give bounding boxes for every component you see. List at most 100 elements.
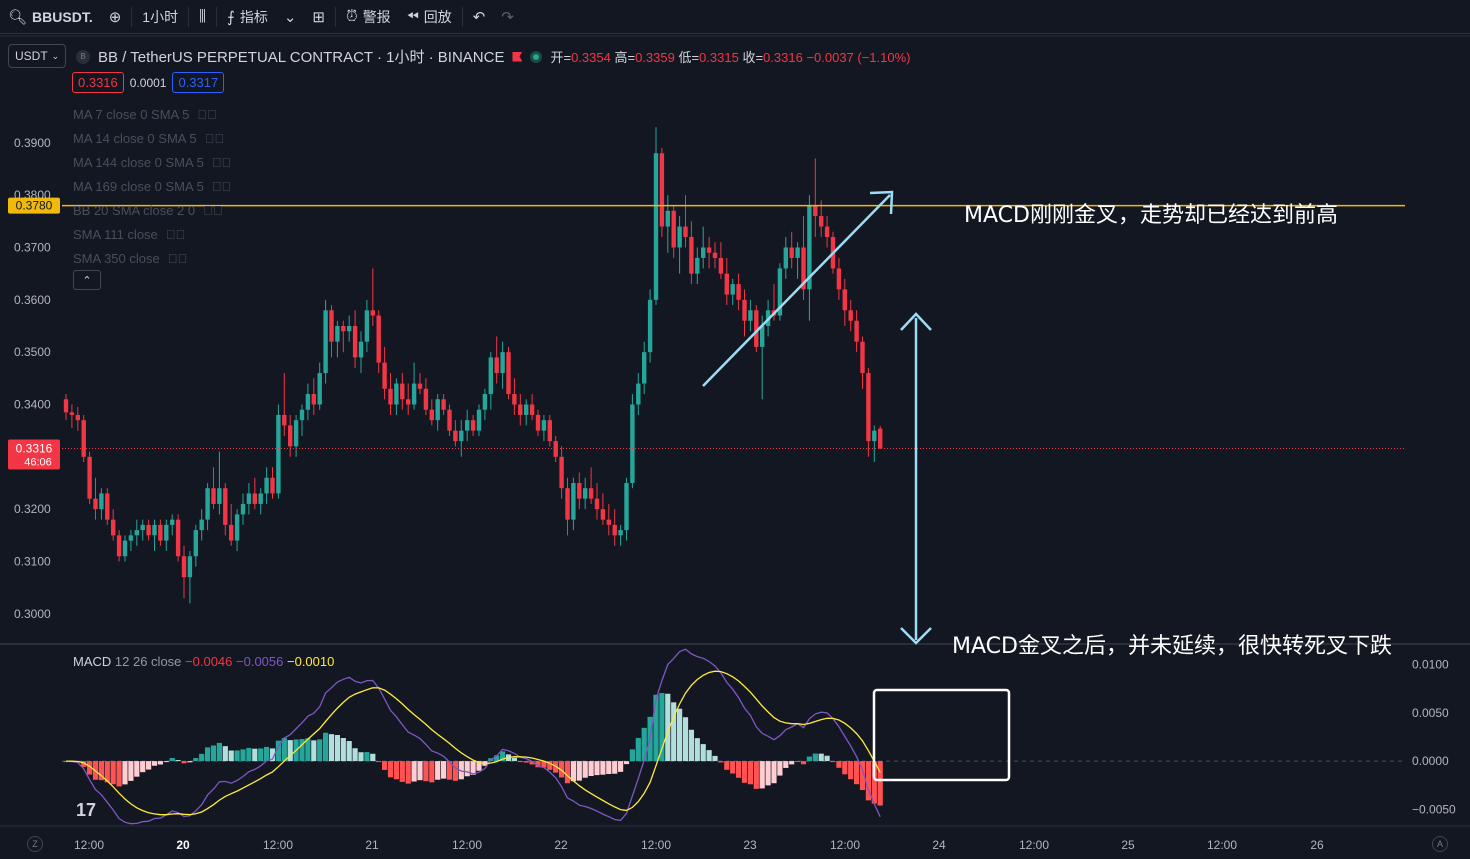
eye-off-icon[interactable]: ◎⃥ [211, 178, 232, 194]
flag-icon[interactable] [512, 51, 523, 62]
symbol-legend: B BB / TetherUS PERPETUAL CONTRACT · 1小时… [76, 46, 911, 67]
macd-histogram-bar [854, 761, 860, 785]
candle-body [488, 357, 493, 395]
symbol-label: BBUSDT. [32, 8, 93, 25]
chart-type-button[interactable]: ⫼ [191, 0, 214, 34]
candle-body [594, 498, 600, 510]
macd-histogram-bar [623, 761, 630, 765]
price-axis-label: 0.3500 [14, 345, 51, 359]
eye-off-icon[interactable]: ◎⃥ [203, 202, 223, 218]
candle-body [217, 488, 222, 504]
macd-histogram-bar [116, 761, 122, 787]
candle-body [164, 524, 169, 541]
indicator-row[interactable]: SMA 111 close ◎⃥ [73, 222, 231, 246]
indicators-icon: ⨍ [227, 8, 235, 26]
macd-histogram-bar [848, 761, 854, 780]
high-value: 0.3359 [635, 50, 675, 65]
quote-currency-select[interactable]: USDT ⌄ [8, 44, 67, 68]
eye-off-icon[interactable]: ◎⃥ [197, 106, 217, 122]
candle-body [559, 456, 564, 489]
open-label: 开= [550, 50, 572, 65]
replay-button[interactable]: ⏪︎ 回放 [399, 0, 460, 34]
indicator-row[interactable]: MA 169 close 0 SMA 5 ◎⃥ [73, 174, 231, 198]
buy-price-button[interactable]: 0.3317 [172, 72, 225, 93]
candle-body [547, 420, 552, 442]
macd-histogram-bar [87, 761, 93, 775]
price-axis-label: 0.3000 [14, 607, 51, 621]
eye-off-icon[interactable]: ◎⃥ [204, 130, 225, 146]
compare-button[interactable]: ⊕ [101, 0, 130, 34]
candle-body [683, 226, 688, 238]
close-label: 收= [742, 50, 764, 65]
indicator-row[interactable]: MA 14 close 0 SMA 5 ◎⃥ [73, 126, 231, 150]
candle-body [665, 210, 670, 227]
indicator-label: MA 169 close 0 SMA 5 [73, 178, 204, 194]
low-value: 0.3315 [699, 50, 739, 65]
macd-histogram-bar [865, 761, 871, 801]
candle-body [795, 247, 800, 258]
indicator-row[interactable]: SMA 350 close ◎⃥ [73, 246, 231, 270]
candle-body [494, 357, 499, 374]
macd-histogram-bar [653, 694, 659, 762]
alert-button[interactable]: ⏰︎ 警报 [338, 0, 399, 34]
eye-off-icon[interactable]: ◎⃥ [211, 154, 232, 170]
auto-scale-button[interactable]: A [1432, 836, 1448, 852]
macd-histogram-bar [234, 750, 240, 762]
indicators-button[interactable]: ⨍ 指标 [219, 0, 276, 34]
interval-button[interactable]: 1小时 [134, 0, 186, 34]
macd-histogram-bar [618, 761, 624, 772]
candle-body [193, 530, 198, 557]
macd-histogram-bar [275, 740, 281, 762]
indicator-row[interactable]: MA 7 close 0 SMA 5 ◎⃥ [73, 102, 231, 126]
candle-body [813, 205, 818, 217]
macd-histogram-bar [606, 761, 612, 774]
indicator-label: MA 144 close 0 SMA 5 [73, 154, 204, 170]
replay-label: 回放 [423, 8, 452, 25]
candle-body [158, 524, 163, 541]
macd-histogram-bar [110, 761, 116, 785]
candle-body [689, 237, 694, 274]
macd-histogram-bar [818, 753, 824, 762]
layout-button[interactable]: ⊞ [304, 0, 333, 34]
macd-legend[interactable]: MACD 12 26 close −0.0046 −0.0056 −0.0010 [73, 654, 334, 669]
indicators-dropdown[interactable]: ⌄ [276, 0, 305, 34]
macd-histogram-bar [281, 738, 287, 762]
candle-body [282, 414, 287, 426]
tradingview-logo[interactable]: 17 [76, 800, 97, 820]
candle-body [187, 556, 193, 578]
candle-body [170, 519, 175, 525]
candle-body [370, 310, 375, 316]
candle-body [529, 404, 535, 415]
candle-body [459, 430, 464, 442]
close-value: 0.3316 [763, 50, 803, 65]
candle-body [553, 441, 558, 457]
sell-price-button[interactable]: 0.3316 [72, 72, 124, 93]
undo-button[interactable]: ↶ [465, 0, 494, 34]
indicator-label: MA 14 close 0 SMA 5 [73, 130, 197, 146]
eye-off-icon[interactable]: ◎⃥ [165, 226, 186, 242]
collapse-indicators-button[interactable]: ⌃ [73, 270, 101, 290]
redo-button[interactable]: ↷ [493, 0, 522, 34]
macd-histogram-bar [700, 744, 706, 762]
candle-body [760, 325, 765, 347]
macd-histogram-bar [830, 761, 836, 763]
time-axis-label: 12:00 [1019, 838, 1049, 852]
macd-histogram-bar [199, 753, 205, 762]
indicator-row[interactable]: MA 144 close 0 SMA 5 ◎⃥ [73, 150, 231, 174]
indicator-row[interactable]: BB 20 SMA close 2 0 ◎⃥ [73, 198, 231, 222]
candle-body [406, 399, 411, 405]
symbol-search[interactable]: 🔍︎ BBUSDT. [0, 0, 101, 34]
candle-body [848, 310, 853, 321]
market-open-icon [530, 50, 543, 63]
candle-body [600, 509, 606, 520]
macd-histogram-bar [500, 751, 506, 762]
bid-ask-boxes: 0.3316 0.0001 0.3317 [72, 72, 225, 93]
time-axis-label: 12:00 [74, 838, 104, 852]
macd-histogram-bar [205, 747, 211, 762]
macd-histogram-bar [334, 735, 340, 762]
eye-off-icon[interactable]: ◎⃥ [167, 250, 188, 266]
timezone-button[interactable]: Z [27, 836, 43, 852]
candle-body [701, 247, 706, 258]
legend-title[interactable]: BB / TetherUS PERPETUAL CONTRACT · 1小时 ·… [98, 49, 505, 66]
